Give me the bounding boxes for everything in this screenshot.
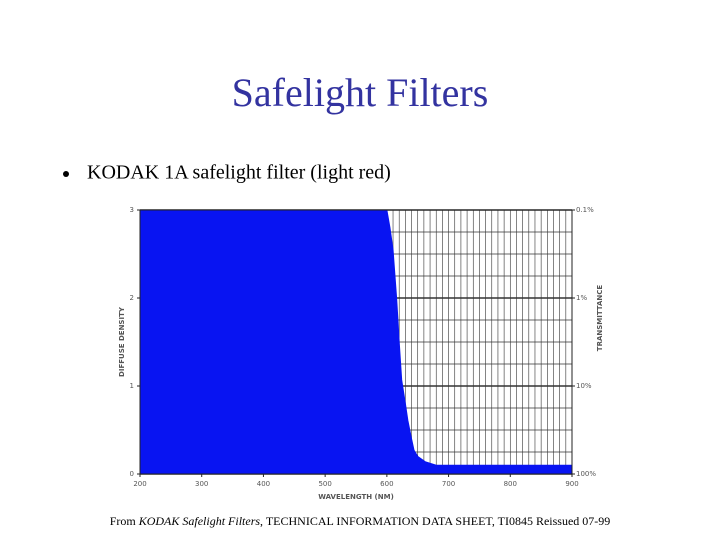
y2-tick-label: 10%: [576, 382, 592, 390]
x-tick-label: 200: [133, 480, 146, 488]
y2-tick-label: 0.1%: [576, 206, 594, 214]
x-tick-label: 900: [565, 480, 578, 488]
y-tick-label: 1: [130, 382, 134, 390]
y2-tick-label: 100%: [576, 470, 596, 478]
x-tick-label: 600: [380, 480, 393, 488]
y2-tick-label: 1%: [576, 294, 587, 302]
y-tick-label: 0: [130, 470, 134, 478]
x-tick-label: 800: [504, 480, 517, 488]
slide-title: Safelight Filters: [232, 70, 489, 115]
plot-frame: [139, 209, 573, 475]
footnote-part: KODAK Safelight Filters: [138, 514, 261, 528]
plot: 200 300 400 500 600 700 800 900 0 1 2 3 100% 10% 1% 0.1…: [130, 206, 597, 488]
y-axis-label: DIFFUSE DENSITY: [118, 306, 126, 377]
x-axis-label: WAVELENGTH (NM): [318, 493, 394, 501]
x-tick-label: 500: [318, 480, 331, 488]
footnote-part: From: [110, 514, 139, 528]
area: [139, 209, 573, 475]
y-tick-label: 3: [130, 206, 134, 214]
bullet-text: KODAK 1A safelight filter (light red): [87, 162, 391, 184]
x-tick-label: 700: [442, 480, 455, 488]
y2-axis-label: TRANSMITTANCE: [596, 285, 604, 352]
x-tick-label: 300: [195, 480, 208, 488]
x-tick-label: 400: [257, 480, 270, 488]
footnote-part: , TECHNICAL INFORMATION DATA SHEET, TI08…: [260, 514, 610, 528]
y-tick-label: 2: [130, 294, 134, 302]
bullet: [63, 171, 69, 177]
footnote: From KODAK Safelight Filters, TECHNICAL …: [110, 514, 611, 528]
